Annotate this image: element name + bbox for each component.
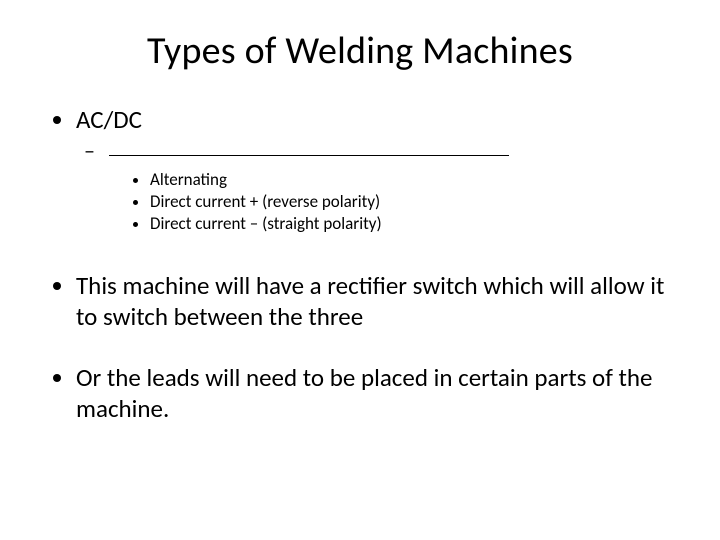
bullet-leads: Or the leads will need to be placed in c…: [76, 362, 670, 425]
bullet-rectifier: This machine will have a rectifier switc…: [76, 270, 670, 333]
bullet-alternating: Alternating: [150, 169, 670, 190]
bullet-dc-straight: Direct current – (straight polarity): [150, 213, 670, 234]
bullet-list-level1: AC/DC Alternating Direct current + (reve…: [50, 104, 670, 235]
bullet-blank-line: Alternating Direct current + (reverse po…: [104, 137, 670, 234]
slide-container: Types of Welding Machines AC/DC Alternat…: [0, 0, 720, 540]
bullet-list-level2: Alternating Direct current + (reverse po…: [76, 137, 670, 234]
bullet-acdc: AC/DC Alternating Direct current + (reve…: [76, 104, 670, 235]
bullet-acdc-label: AC/DC: [76, 104, 142, 135]
slide-title: Types of Welding Machines: [50, 28, 670, 74]
spacer: [50, 236, 670, 270]
fill-in-blank-underline: [109, 135, 509, 156]
bullet-dc-reverse: Direct current + (reverse polarity): [150, 191, 670, 212]
bullet-list-level1-b: This machine will have a rectifier switc…: [50, 270, 670, 333]
spacer: [50, 332, 670, 362]
bullet-list-level1-c: Or the leads will need to be placed in c…: [50, 362, 670, 425]
bullet-list-level3: Alternating Direct current + (reverse po…: [104, 169, 670, 235]
